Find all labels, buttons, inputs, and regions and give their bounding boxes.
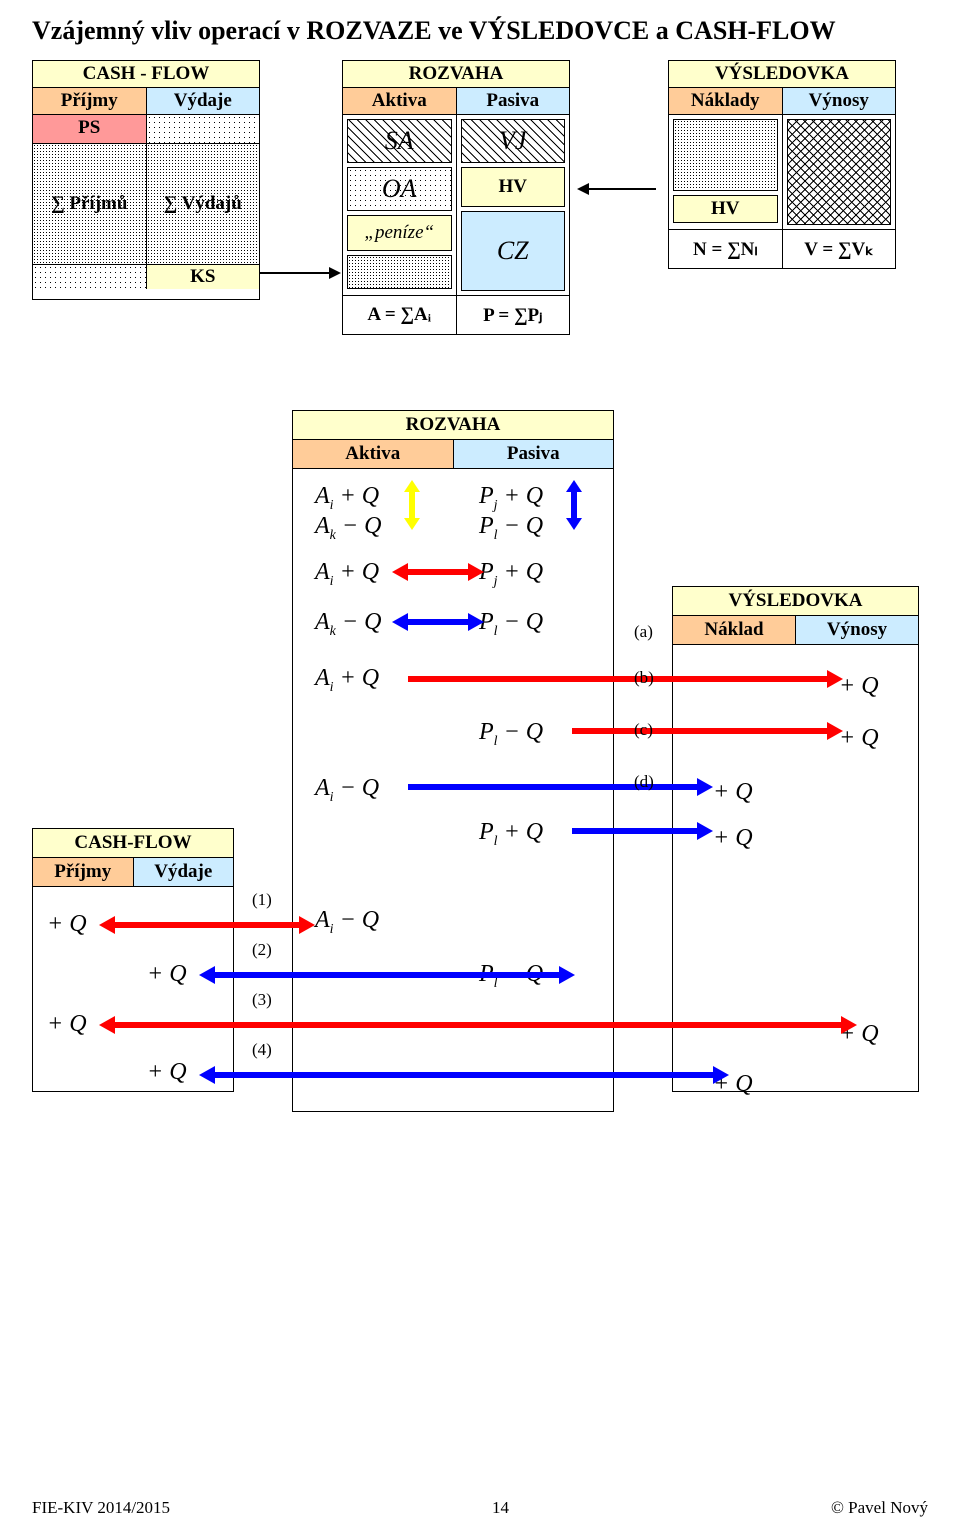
cf-prijmy: Příjmy xyxy=(33,88,147,114)
rozvaha-box: ROZVAHA Aktiva Pasiva SA OA „peníze“ VJ … xyxy=(342,60,570,335)
footer-left: FIE-KIV 2014/2015 xyxy=(32,1498,170,1518)
f-pl-mq3: Pl − Q xyxy=(479,719,543,750)
lbl-1: (1) xyxy=(252,890,272,910)
arr-4-blue xyxy=(214,1072,714,1078)
cf-ks-blank xyxy=(33,265,147,289)
cf-ks: KS xyxy=(147,265,260,289)
vy-hv: HV xyxy=(673,195,778,223)
ha-blue-1 xyxy=(407,619,469,625)
rv-pasiva: Pasiva xyxy=(457,88,570,114)
lbl-2: (2) xyxy=(252,940,272,960)
vy-v-body xyxy=(787,119,892,225)
rv-blank xyxy=(347,255,452,289)
lvy-naklad: Náklad xyxy=(673,616,796,644)
lvy-q4: + Q xyxy=(713,825,753,852)
lr-pasiva: Pasiva xyxy=(454,440,614,468)
f-pj-pq: Pj + Q xyxy=(479,483,543,514)
f-ai-mq: Ai − Q xyxy=(315,775,379,806)
arr-2-blue xyxy=(214,972,560,978)
vy-n-body xyxy=(673,119,778,191)
f-ai-pq3: Ai + Q xyxy=(315,665,379,696)
arr-d2-blue xyxy=(572,828,698,834)
vy-vynosy: Výnosy xyxy=(783,88,896,114)
lbl-4: (4) xyxy=(252,1040,272,1060)
arrow-hv xyxy=(588,188,656,190)
footer-mid: 14 xyxy=(492,1498,509,1518)
footer-right: © Pavel Nový xyxy=(831,1498,928,1518)
lcf-q4: + Q xyxy=(147,1059,187,1086)
lcf-q2: + Q xyxy=(147,961,187,988)
f-pl-mq2: Pl − Q xyxy=(479,609,543,640)
lr-aktiva: Aktiva xyxy=(293,440,454,468)
rv-sum-a: A = ∑Aᵢ xyxy=(343,296,457,334)
lcf-prijmy: Příjmy xyxy=(33,858,134,886)
cf-sum-p: ∑ Příjmů xyxy=(33,144,147,264)
lr-rozvaha: ROZVAHA Aktiva Pasiva Ai + Q Ak − Q Ai +… xyxy=(292,410,614,1112)
arrow-ks-penize xyxy=(260,272,330,274)
lcf-box: CASH-FLOW Příjmy Výdaje + Q + Q + Q + Q xyxy=(32,828,234,1092)
lr-title: ROZVAHA xyxy=(293,411,613,440)
f-ak-mq: Ak − Q xyxy=(315,513,381,544)
arr-b-red xyxy=(408,676,828,682)
rv-sa: SA xyxy=(347,119,452,163)
va-yel xyxy=(409,491,415,519)
footer: FIE-KIV 2014/2015 14 © Pavel Nový xyxy=(32,1498,928,1518)
lbl-c: (c) xyxy=(634,720,653,740)
rv-title: ROZVAHA xyxy=(343,61,569,88)
rv-aktiva: Aktiva xyxy=(343,88,457,114)
page-title: Vzájemný vliv operací v ROZVAZE ve VÝSLE… xyxy=(0,0,960,46)
arr-d-blue xyxy=(408,784,698,790)
f-pl-mq: Pl − Q xyxy=(479,513,543,544)
arr-1-red xyxy=(114,922,300,928)
lbl-a: (a) xyxy=(634,622,653,642)
lvy-q1: + Q xyxy=(839,673,879,700)
rv-sum-p: P = ∑Pⱼ xyxy=(457,296,570,334)
lvy-q3: + Q xyxy=(713,779,753,806)
lcf-title: CASH-FLOW xyxy=(33,829,233,858)
lbl-b: (b) xyxy=(634,668,654,688)
f-ai-pq2: Ai + Q xyxy=(315,559,379,590)
vy-title: VÝSLEDOVKA xyxy=(669,61,895,88)
f-ai-pq: Ai + Q xyxy=(315,483,379,514)
vy-naklady: Náklady xyxy=(669,88,783,114)
lvy-vynosy: Výnosy xyxy=(796,616,918,644)
lvy-title: VÝSLEDOVKA xyxy=(673,587,918,616)
lower-diagram: ROZVAHA Aktiva Pasiva Ai + Q Ak − Q Ai +… xyxy=(32,410,928,1150)
cf-title: CASH - FLOW xyxy=(33,61,259,88)
f-ai-mq2: Ai − Q xyxy=(315,907,379,938)
rv-oa: OA xyxy=(347,167,452,211)
vysledovka-box: VÝSLEDOVKA Náklady Výnosy HV N = ∑Nₗ V =… xyxy=(668,60,896,269)
lcf-body: + Q + Q + Q + Q xyxy=(33,887,233,1093)
lvy-q2: + Q xyxy=(839,725,879,752)
cf-ps-right xyxy=(147,115,260,143)
arr-3-red xyxy=(114,1022,842,1028)
va-blu xyxy=(571,491,577,519)
cf-sum-v: ∑ Výdajů xyxy=(147,144,260,264)
cf-ps: PS xyxy=(33,115,147,143)
f-pl-pq: Pl + Q xyxy=(479,819,543,850)
f-pj-pq2: Pj + Q xyxy=(479,559,543,590)
ha-red-1 xyxy=(407,569,469,575)
lcf-q3: + Q xyxy=(47,1011,87,1038)
rv-vj: VJ xyxy=(461,119,566,163)
lbl-3: (3) xyxy=(252,990,272,1010)
rv-penize: „peníze“ xyxy=(347,215,452,251)
arr-c-red xyxy=(572,728,828,734)
vy-sum-v: V = ∑Vₖ xyxy=(783,230,896,268)
cf-vydaje: Výdaje xyxy=(147,88,260,114)
lcf-q1: + Q xyxy=(47,911,87,938)
upper-diagram: CASH - FLOW Příjmy Výdaje PS ∑ Příjmů ∑ … xyxy=(32,60,928,380)
lcf-vydaje: Výdaje xyxy=(134,858,234,886)
f-ak-mq2: Ak − Q xyxy=(315,609,381,640)
rv-cz: CZ xyxy=(461,211,566,291)
vy-sum-n: N = ∑Nₗ xyxy=(669,230,783,268)
lbl-d: (d) xyxy=(634,772,654,792)
rv-hv: HV xyxy=(461,167,566,207)
cashflow-box: CASH - FLOW Příjmy Výdaje PS ∑ Příjmů ∑ … xyxy=(32,60,260,300)
